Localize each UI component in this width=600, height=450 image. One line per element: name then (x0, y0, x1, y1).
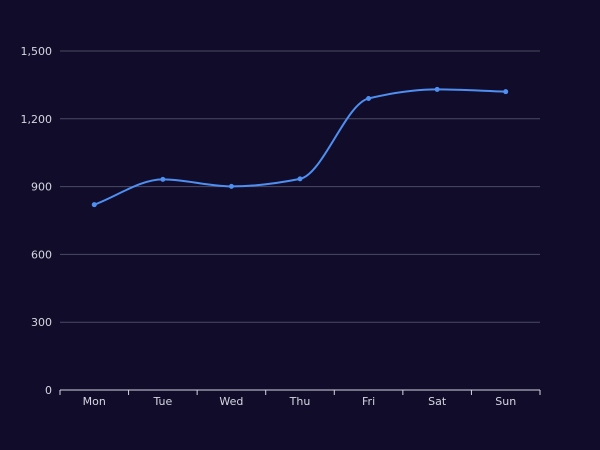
x-tick-label: Mon (83, 395, 106, 408)
data-point[interactable] (503, 89, 509, 95)
y-tick-label: 0 (45, 384, 52, 397)
data-point[interactable] (297, 176, 303, 182)
data-point[interactable] (160, 176, 166, 182)
grid-lines (60, 50, 540, 323)
x-tick-label: Sat (428, 395, 447, 408)
data-point[interactable] (91, 202, 97, 208)
x-axis-labels: Mon Tue Wed Thu Fri Sat Sun (83, 395, 517, 408)
x-tick-label: Sun (495, 395, 516, 408)
data-point[interactable] (366, 95, 372, 101)
y-tick-label: 600 (31, 248, 52, 261)
x-tick-label: Thu (289, 395, 311, 408)
x-tick-label: Tue (152, 395, 172, 408)
data-point[interactable] (228, 183, 234, 189)
y-tick-label: 1,200 (21, 113, 53, 126)
y-tick-label: 900 (31, 181, 52, 194)
y-tick-label: 300 (31, 316, 52, 329)
x-axis (59, 389, 541, 395)
series-layer (91, 86, 509, 208)
x-tick-label: Fri (362, 395, 375, 408)
series-line (93, 88, 507, 206)
y-tick-label: 1,500 (21, 45, 53, 58)
x-tick-label: Wed (219, 395, 243, 408)
data-point[interactable] (434, 86, 440, 92)
y-axis-labels: 0 300 600 900 1,200 1,500 (21, 45, 53, 397)
